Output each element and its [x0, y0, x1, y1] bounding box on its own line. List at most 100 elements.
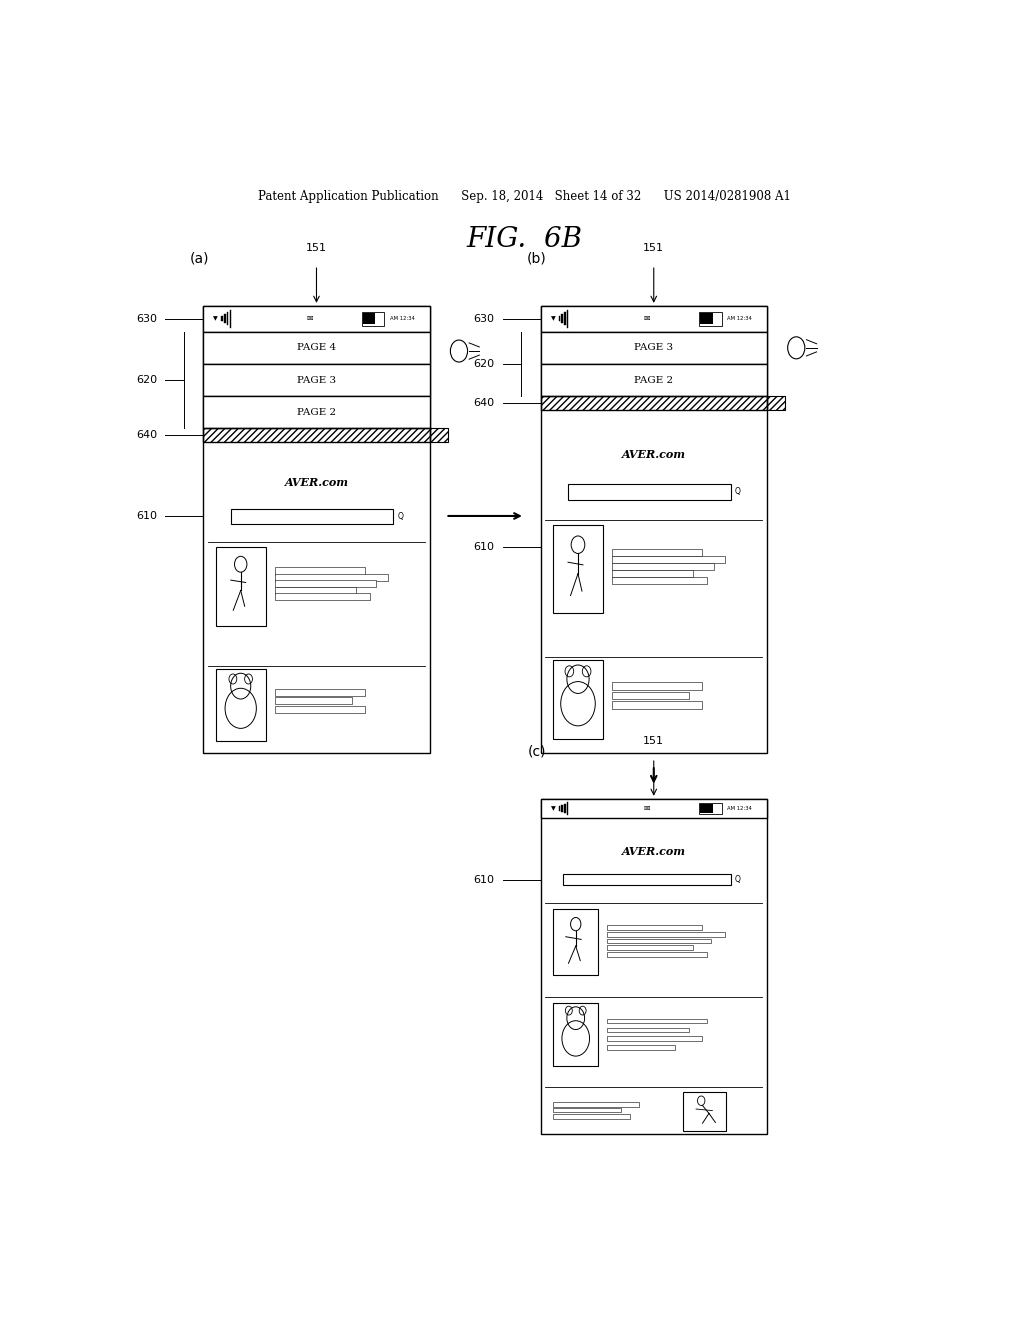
Bar [229, 310, 231, 327]
Text: AM 12:34: AM 12:34 [727, 315, 753, 321]
Text: AM 12:34: AM 12:34 [727, 805, 753, 810]
Bar [612, 577, 707, 583]
Bar [561, 314, 563, 323]
Text: ✉: ✉ [306, 314, 313, 323]
Bar [541, 364, 767, 396]
Bar [541, 331, 767, 364]
Text: 151: 151 [643, 735, 665, 746]
Text: FIG.  6B: FIG. 6B [467, 226, 583, 253]
Bar [541, 306, 767, 752]
Bar [274, 586, 356, 594]
Bar [553, 909, 598, 975]
Bar [274, 706, 366, 713]
Bar [274, 581, 377, 587]
Bar [699, 803, 722, 814]
Bar [541, 396, 767, 409]
Text: AVER.com: AVER.com [622, 449, 686, 459]
Bar [567, 310, 568, 327]
Bar [612, 682, 702, 689]
Text: ▼: ▼ [551, 317, 555, 321]
Text: AVER.com: AVER.com [285, 477, 348, 487]
Text: (b): (b) [526, 251, 547, 265]
Text: Patent Application Publication      Sep. 18, 2014   Sheet 14 of 32      US 2014/: Patent Application Publication Sep. 18, … [258, 190, 792, 202]
Bar [361, 312, 384, 326]
Text: 640: 640 [136, 430, 158, 440]
Bar [553, 525, 603, 612]
Bar [612, 570, 693, 577]
Text: 610: 610 [136, 511, 158, 521]
Bar [274, 568, 366, 574]
Text: 151: 151 [643, 243, 665, 253]
Bar [607, 1027, 689, 1032]
Bar [553, 1102, 639, 1107]
Text: AVER.com: AVER.com [622, 846, 686, 857]
Bar [700, 804, 713, 813]
Bar [563, 874, 731, 886]
Bar [204, 428, 430, 442]
Bar [568, 484, 731, 499]
Bar [553, 1107, 621, 1113]
Bar [612, 556, 725, 562]
Bar [553, 660, 603, 739]
Bar [699, 312, 722, 326]
Bar [612, 549, 702, 556]
Text: Q: Q [734, 487, 740, 496]
Bar [541, 799, 767, 1134]
Bar [559, 807, 560, 810]
Text: 610: 610 [474, 875, 495, 884]
Bar [221, 315, 223, 322]
Bar [274, 697, 351, 705]
Bar [683, 1092, 726, 1131]
Bar [216, 546, 265, 626]
Bar [561, 805, 563, 812]
Text: Q: Q [734, 875, 740, 884]
Bar [564, 313, 566, 325]
Bar [430, 428, 447, 442]
Text: 610: 610 [474, 543, 495, 552]
Bar [230, 508, 393, 524]
Bar [607, 952, 707, 957]
Text: 151: 151 [306, 243, 327, 253]
Bar [767, 396, 785, 409]
Bar [612, 701, 702, 709]
Bar [204, 331, 430, 364]
Bar [541, 306, 767, 331]
Text: ✉: ✉ [644, 804, 650, 813]
Text: AM 12:34: AM 12:34 [390, 315, 415, 321]
Text: 630: 630 [136, 314, 158, 323]
Bar [553, 1114, 630, 1119]
Bar [564, 804, 566, 813]
Bar [607, 1019, 707, 1023]
Bar [204, 306, 430, 752]
Text: (c): (c) [527, 744, 546, 758]
Bar [567, 801, 568, 816]
Bar [274, 574, 388, 581]
Bar [607, 939, 712, 944]
Bar [362, 313, 375, 325]
Bar [224, 314, 225, 323]
Bar [612, 692, 689, 700]
Bar [607, 945, 693, 950]
Text: PAGE 2: PAGE 2 [634, 375, 674, 384]
Text: (a): (a) [189, 251, 209, 265]
Bar [204, 364, 430, 396]
Text: Q: Q [397, 512, 403, 521]
Text: ▼: ▼ [551, 807, 555, 810]
Text: PAGE 3: PAGE 3 [297, 375, 336, 384]
Text: 640: 640 [473, 397, 495, 408]
Bar [607, 1036, 702, 1041]
Bar [612, 562, 714, 570]
Bar [216, 669, 265, 741]
Bar [559, 315, 560, 322]
Bar [553, 1003, 598, 1067]
Text: PAGE 3: PAGE 3 [634, 343, 674, 352]
Bar [274, 593, 370, 601]
Bar [607, 932, 725, 937]
Bar [541, 799, 767, 818]
Text: 620: 620 [136, 375, 158, 385]
Text: PAGE 2: PAGE 2 [297, 408, 336, 417]
Bar [607, 1045, 675, 1049]
Text: ▼: ▼ [213, 317, 218, 321]
Text: 620: 620 [473, 359, 495, 368]
Text: ✉: ✉ [644, 314, 650, 323]
